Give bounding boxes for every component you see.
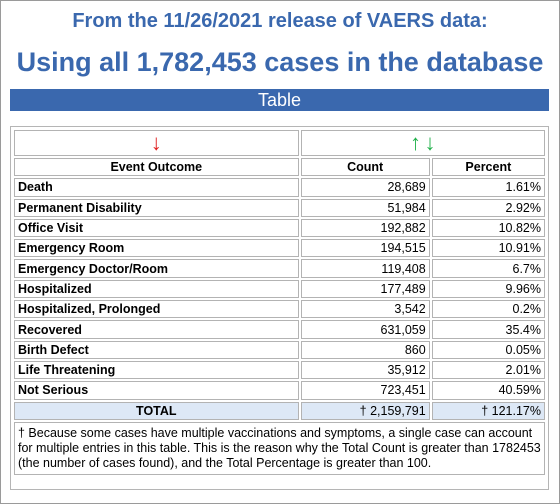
section-bar: Table	[10, 89, 549, 111]
row-percent: 40.59%	[431, 381, 545, 400]
row-percent: 0.05%	[431, 340, 545, 359]
table-row: Emergency Room 194,515 10.91%	[14, 239, 545, 258]
total-count: † 2,159,791	[300, 401, 430, 420]
row-percent: 2.01%	[431, 360, 545, 380]
total-label: TOTAL	[14, 401, 299, 420]
row-outcome: Emergency Room	[14, 239, 299, 258]
row-outcome: Recovered	[14, 320, 299, 339]
table-body: Death 28,689 1.61% Permanent Disability 51,9…	[14, 178, 545, 400]
table-row: Life Threatening 35,912 2.01%	[14, 360, 545, 380]
row-count: 119,408	[300, 259, 430, 278]
results-table-container: ↓ ↑ ↓ Event Outcome Count Percent Death 2…	[10, 126, 549, 490]
results-table: ↓ ↑ ↓ Event Outcome Count Percent Death 2…	[12, 128, 547, 477]
sort-row: ↓ ↑ ↓	[14, 130, 545, 156]
row-count: 860	[300, 340, 430, 359]
row-outcome: Emergency Doctor/Room	[14, 259, 299, 278]
row-percent: 35.4%	[431, 320, 545, 339]
sort-down-icon[interactable]: ↓	[150, 130, 162, 155]
total-row: TOTAL † 2,159,791 † 121.17%	[14, 401, 545, 420]
row-outcome: Life Threatening	[14, 360, 299, 380]
footnote-row: † Because some cases have multiple vacci…	[14, 421, 545, 475]
table-row: Permanent Disability 51,984 2.92%	[14, 198, 545, 217]
table-row: Birth Defect 860 0.05%	[14, 340, 545, 359]
table-row: Death 28,689 1.61%	[14, 178, 545, 197]
row-outcome: Hospitalized, Prolonged	[14, 300, 299, 319]
row-count: 177,489	[300, 279, 430, 299]
table-row: Recovered 631,059 35.4%	[14, 320, 545, 339]
table-row: Hospitalized 177,489 9.96%	[14, 279, 545, 299]
row-outcome: Not Serious	[14, 381, 299, 400]
row-outcome: Death	[14, 178, 299, 197]
row-count: 35,912	[300, 360, 430, 380]
column-header-percent[interactable]: Percent	[431, 158, 545, 177]
column-header-event-outcome[interactable]: Event Outcome	[14, 158, 299, 177]
table-row: Emergency Doctor/Room 119,408 6.7%	[14, 259, 545, 278]
sort-up-icon[interactable]: ↑	[410, 130, 422, 155]
row-count: 192,882	[300, 218, 430, 238]
count-sort-cell[interactable]: ↑ ↓	[300, 130, 545, 156]
row-outcome: Hospitalized	[14, 279, 299, 299]
row-count: 3,542	[300, 300, 430, 319]
row-percent: 1.61%	[431, 178, 545, 197]
row-percent: 0.2%	[431, 300, 545, 319]
page-title: Using all 1,782,453 cases in the databas…	[16, 47, 544, 77]
release-subtitle: From the 11/26/2021 release of VAERS dat…	[72, 10, 488, 32]
table-row: Hospitalized, Prolonged 3,542 0.2%	[14, 300, 545, 319]
row-count: 194,515	[300, 239, 430, 258]
footnote-text: † Because some cases have multiple vacci…	[14, 421, 545, 475]
row-outcome: Birth Defect	[14, 340, 299, 359]
sort-down-icon[interactable]: ↓	[424, 130, 436, 155]
row-percent: 10.91%	[431, 239, 545, 258]
row-count: 723,451	[300, 381, 430, 400]
total-percent: † 121.17%	[431, 401, 545, 420]
row-count: 28,689	[300, 178, 430, 197]
row-outcome: Office Visit	[14, 218, 299, 238]
row-percent: 2.92%	[431, 198, 545, 217]
table-row: Office Visit 192,882 10.82%	[14, 218, 545, 238]
row-count: 51,984	[300, 198, 430, 217]
row-outcome: Permanent Disability	[14, 198, 299, 217]
row-percent: 6.7%	[431, 259, 545, 278]
outcome-sort-cell[interactable]: ↓	[14, 130, 299, 156]
column-header-count[interactable]: Count	[300, 158, 430, 177]
row-count: 631,059	[300, 320, 430, 339]
row-percent: 9.96%	[431, 279, 545, 299]
row-percent: 10.82%	[431, 218, 545, 238]
table-row: Not Serious 723,451 40.59%	[14, 381, 545, 400]
header-row: Event Outcome Count Percent	[14, 158, 545, 177]
